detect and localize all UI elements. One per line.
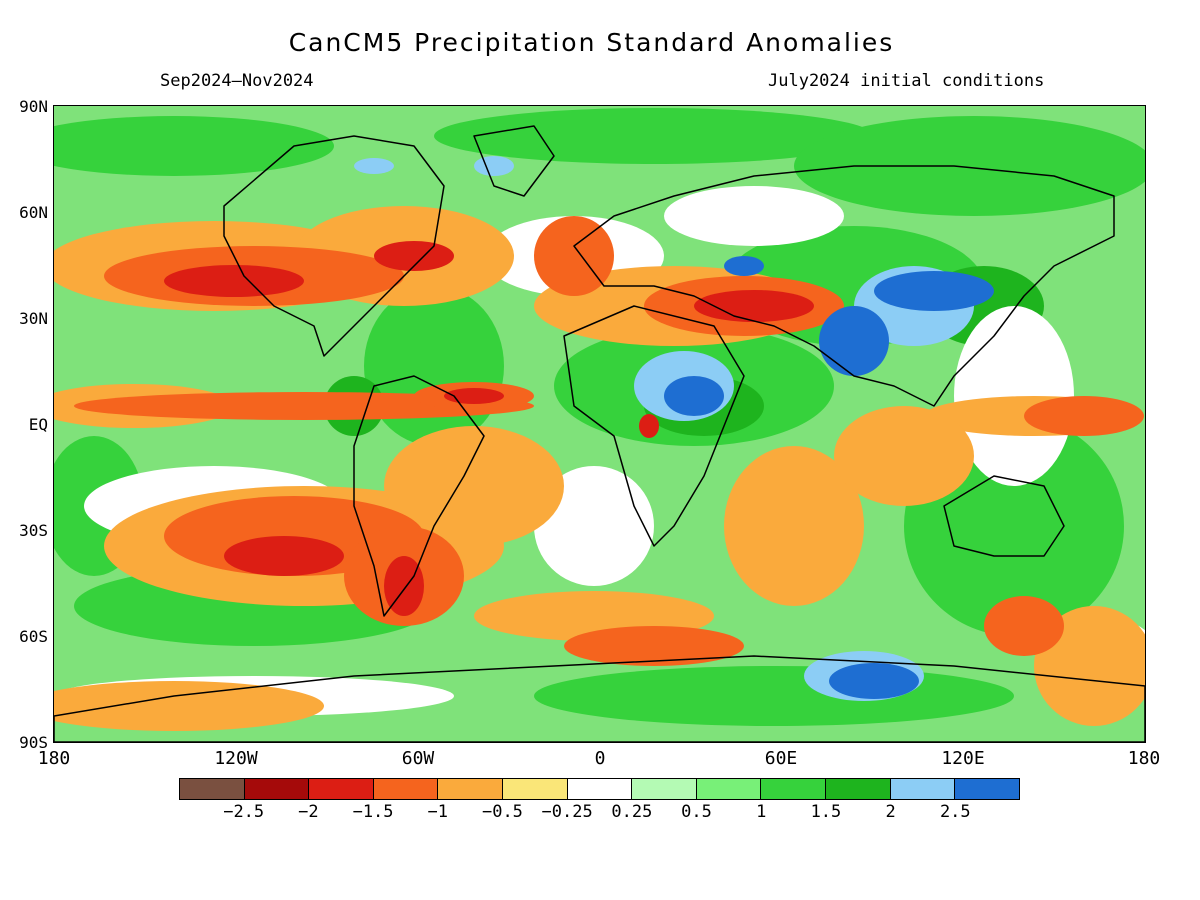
- lon-label-120e: 120E: [941, 748, 985, 769]
- lat-label-60n: 60N: [19, 203, 48, 222]
- colorbar-segment: [955, 779, 1019, 799]
- lat-label-30s: 30S: [19, 521, 48, 540]
- forecast-period: Sep2024–Nov2024: [160, 71, 314, 91]
- colorbar-segment: [567, 779, 633, 799]
- colorbar-segment: [696, 779, 762, 799]
- colorbar-label: 0.5: [681, 802, 712, 822]
- colorbar-segment: [373, 779, 439, 799]
- anomaly-field: [54, 106, 1145, 742]
- colorbar-segment: [632, 779, 697, 799]
- initial-conditions: July2024 initial conditions: [768, 71, 1045, 91]
- colorbar-segment: [244, 779, 310, 799]
- colorbar-label: 1: [756, 802, 767, 822]
- colorbar-label: −1: [427, 802, 449, 822]
- colorbar-segment: [826, 779, 891, 799]
- colorbar-label: 2.5: [939, 802, 971, 822]
- colorbar-segment: [761, 779, 827, 799]
- lat-label-60s: 60S: [19, 627, 48, 646]
- colorbar-segment: [890, 779, 956, 799]
- lon-label-180w: 180: [37, 748, 71, 769]
- colorbar-label: 0.25: [611, 802, 653, 822]
- colorbar-label: −2: [298, 802, 319, 822]
- colorbar-label: −0.25: [541, 802, 593, 822]
- lon-label-180e: 180: [1127, 748, 1161, 769]
- colorbar-segment: [180, 779, 245, 799]
- colorbar-label: −0.5: [481, 802, 523, 822]
- colorbar-segment: [309, 779, 374, 799]
- lat-label-90n: 90N: [19, 97, 48, 116]
- lon-label-120w: 120W: [214, 748, 258, 769]
- lat-label-eq: EQ: [28, 415, 48, 434]
- lon-label-60e: 60E: [764, 748, 798, 769]
- lon-label-60w: 60W: [401, 748, 435, 769]
- colorbar-segment: [503, 779, 568, 799]
- colorbar-label: 1.5: [810, 802, 842, 822]
- lon-label-0: 0: [594, 748, 606, 769]
- map-title: CanCM5 Precipitation Standard Anomalies: [288, 28, 895, 57]
- anomaly-map: [54, 106, 1145, 742]
- colorbar-label: 2: [885, 802, 896, 822]
- lat-label-90s: 90S: [19, 733, 48, 752]
- lat-label-30n: 30N: [19, 309, 48, 328]
- colorbar: [179, 778, 1020, 800]
- colorbar-label: −1.5: [352, 802, 394, 822]
- colorbar-label: −2.5: [223, 802, 265, 822]
- colorbar-segment: [438, 779, 504, 799]
